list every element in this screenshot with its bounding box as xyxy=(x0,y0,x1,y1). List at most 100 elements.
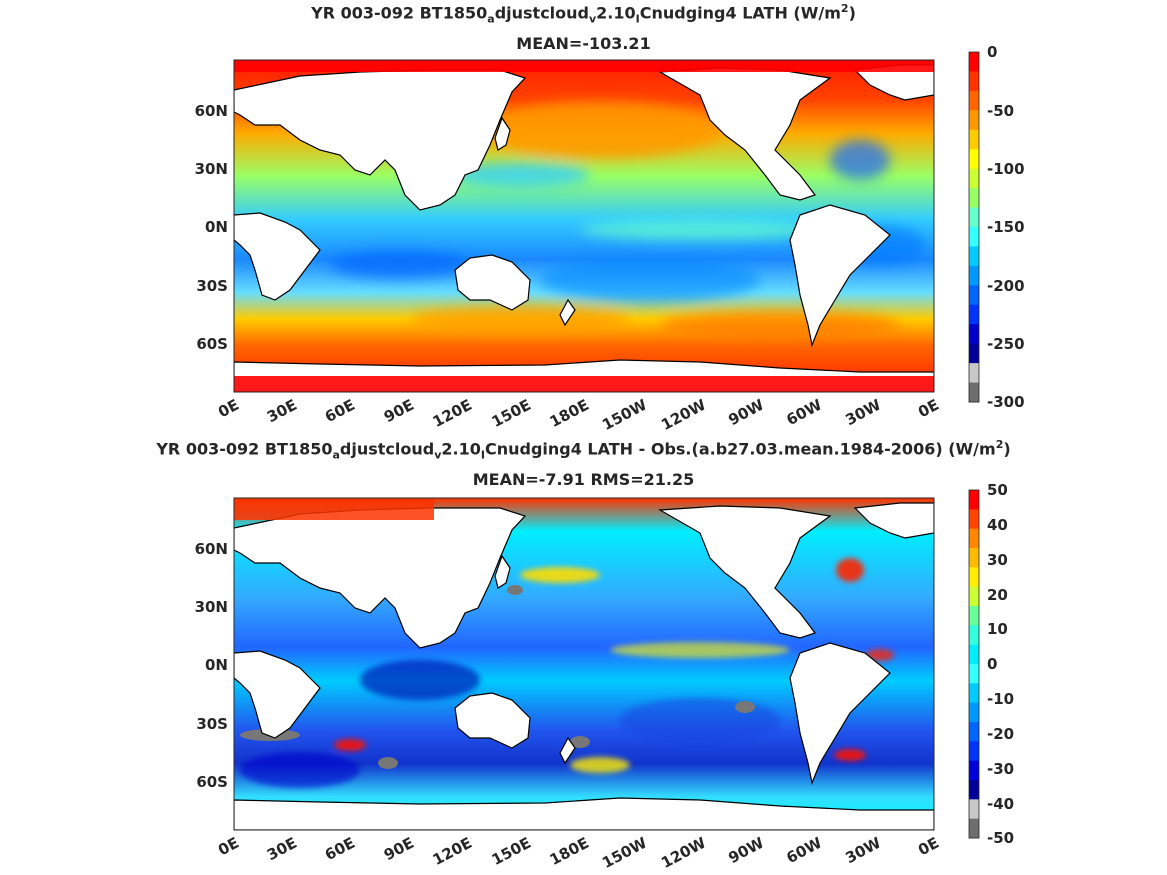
panel2-cbtick: 40 xyxy=(987,516,1008,534)
panel1-title: YR 003-092 BT1850adjustcloudv2.10ICnudgi… xyxy=(311,2,856,26)
colorbar-segment xyxy=(969,343,979,364)
colorbar-segment xyxy=(969,168,979,189)
panel1-field-features xyxy=(330,102,925,339)
panel1-colorbar xyxy=(969,52,979,403)
colorbar-segment xyxy=(969,246,979,267)
panel1-colorbar-ticks: 0 -50 -100 -150 -200 -250 -300 xyxy=(987,43,1025,411)
colorbar-segment xyxy=(969,227,979,247)
panel1-xtick: 0E xyxy=(215,396,242,422)
panel2-field-features xyxy=(240,558,894,788)
panel1-xtick: 0E xyxy=(915,396,942,422)
panel2-y-ticks: 60N 30N 0N 30S 60S xyxy=(195,540,228,791)
panel2-xtick: 0E xyxy=(215,834,242,860)
colorbar-segment xyxy=(969,382,979,403)
colorbar-segment xyxy=(969,683,979,704)
colorbar-segment xyxy=(969,52,979,72)
colorbar-segment xyxy=(969,722,979,742)
colorbar-segment xyxy=(969,760,979,781)
colorbar-segment xyxy=(969,548,979,568)
colorbar-segment xyxy=(969,780,979,800)
panel2-xtick: 60W xyxy=(783,833,825,867)
panel1-cbtick: -100 xyxy=(987,160,1025,178)
colorbar-segment xyxy=(969,606,979,626)
panel1-colorbar-frame xyxy=(968,51,980,403)
panel2-cbtick: -20 xyxy=(987,725,1014,743)
panel2-ytick: 60N xyxy=(195,540,228,558)
panel1-ytick: 60N xyxy=(195,102,228,120)
panel1-xtick: 90E xyxy=(381,396,417,427)
colorbar-segment xyxy=(969,664,979,684)
colorbar-segment xyxy=(969,625,979,646)
panel1-xtick: 60E xyxy=(322,396,358,427)
panel1-subtitle: MEAN=-103.21 xyxy=(516,34,651,53)
panel2-xtick: 150E xyxy=(489,834,534,869)
panel2-xtick: 90W xyxy=(725,833,767,867)
panel1-xtick: 90W xyxy=(725,395,767,429)
panel2-ytick: 30S xyxy=(196,715,228,733)
panel1-cbtick: -250 xyxy=(987,335,1025,353)
panel1-cbtick: -300 xyxy=(987,393,1025,411)
panel2-ytick: 60S xyxy=(196,773,228,791)
panel2-continents xyxy=(234,502,934,830)
panel2-cbtick: -40 xyxy=(987,795,1014,813)
panel1-xtick: 30W xyxy=(842,395,884,429)
panel2-xtick: 120E xyxy=(430,834,475,869)
panel2-colorbar xyxy=(969,490,979,839)
colorbar-segment xyxy=(969,528,979,549)
panel1-xtick: 150W xyxy=(599,395,650,434)
panel1-xtick: 60W xyxy=(783,395,825,429)
panel2-xtick: 180E xyxy=(547,834,592,869)
panel2-ytick: 0N xyxy=(205,656,228,674)
panel2-cbtick: 20 xyxy=(987,586,1008,604)
panel1-xtick: 180E xyxy=(547,396,592,431)
colorbar-segment xyxy=(969,324,979,345)
colorbar-segment xyxy=(969,285,979,306)
panel2-cbtick: 0 xyxy=(987,655,997,673)
colorbar-segment xyxy=(969,304,979,325)
panel1-xtick: 120E xyxy=(430,396,475,431)
colorbar-segment xyxy=(969,567,979,588)
panel1-ytick: 30S xyxy=(196,277,228,295)
panel1-cbtick: -150 xyxy=(987,218,1025,236)
colorbar-segment xyxy=(969,363,979,384)
panel2-xtick: 30W xyxy=(842,833,884,867)
panel1-x-ticks: 0E 30E 60E 90E 120E 150E 180E 150W 120W … xyxy=(215,395,942,434)
colorbar-segment xyxy=(969,818,979,839)
panel2-xtick: 90E xyxy=(381,834,417,865)
panel2-colorbar-frame xyxy=(968,489,980,839)
colorbar-segment xyxy=(969,265,979,286)
colorbar-segment xyxy=(969,741,979,762)
colorbar-segment xyxy=(969,71,979,92)
colorbar-segment xyxy=(969,90,979,111)
panel2-xtick: 30E xyxy=(264,834,300,865)
panel2-title: YR 003-092 BT1850adjustcloudv2.10ICnudgi… xyxy=(156,438,1011,462)
colorbar-segment xyxy=(969,149,979,170)
panel2-subtitle: MEAN=-7.91 RMS=21.25 xyxy=(472,470,695,489)
panel1-cbtick: 0 xyxy=(987,43,997,61)
panel1-ytick: 0N xyxy=(205,218,228,236)
panel1-xtick: 30E xyxy=(264,396,300,427)
panel2-cbtick: -50 xyxy=(987,829,1014,847)
panel1-axes-frame xyxy=(233,59,935,393)
panel1-cbtick: -50 xyxy=(987,102,1014,120)
panel2-x-ticks: 0E 30E 60E 90E 120E 150E 180E 150W 120W … xyxy=(215,833,942,872)
colorbar-segment xyxy=(969,490,979,510)
panel1-xtick: 150E xyxy=(489,396,534,431)
panel1-xtick: 120W xyxy=(658,395,709,434)
colorbar-segment xyxy=(969,110,979,131)
colorbar-segment xyxy=(969,509,979,530)
panel2-xtick: 60E xyxy=(322,834,358,865)
panel2-xtick: 0E xyxy=(915,834,942,860)
colorbar-segment xyxy=(969,207,979,228)
colorbar-segment xyxy=(969,188,979,209)
panel1-ytick: 60S xyxy=(196,335,228,353)
panel2-ytick: 30N xyxy=(195,598,228,616)
panel1-map xyxy=(234,60,934,392)
panel2-xtick: 150W xyxy=(599,833,650,872)
panel2-xtick: 120W xyxy=(658,833,709,872)
colorbar-segment xyxy=(969,586,979,607)
panel2-cbtick: 10 xyxy=(987,620,1008,638)
panel2-cbtick: 50 xyxy=(987,481,1008,499)
panel2-colorbar-ticks: 50 40 30 20 10 0 -10 -20 -30 -40 -50 xyxy=(987,481,1014,847)
